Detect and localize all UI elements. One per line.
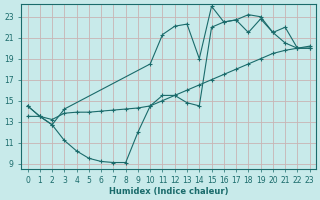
X-axis label: Humidex (Indice chaleur): Humidex (Indice chaleur) <box>109 187 228 196</box>
